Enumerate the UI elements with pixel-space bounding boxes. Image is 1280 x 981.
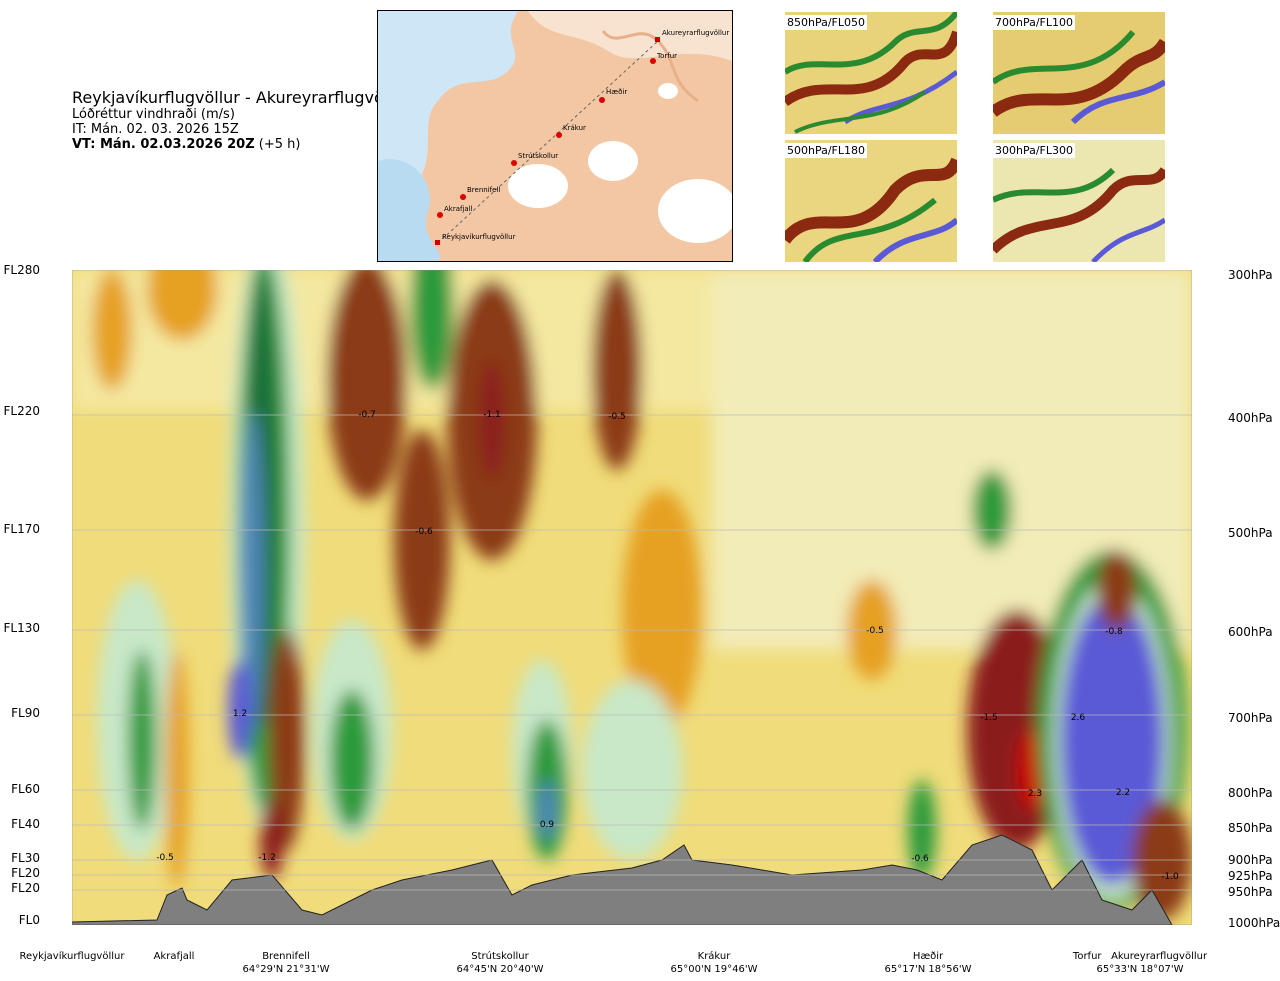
value-label: 1.2	[232, 709, 248, 719]
fl-tick: FL0	[18, 913, 40, 927]
thumbnail-700hpa[interactable]: 700hPa/FL100	[993, 12, 1165, 134]
location-label: Torfur Akureyrarflugvöllur 65°33'N 18°07'…	[1073, 950, 1207, 976]
fl-tick: FL90	[11, 706, 40, 720]
location-coord: 64°45'N 20°40'W	[456, 964, 544, 975]
value-label: -1.1	[483, 410, 501, 420]
value-label: -0.8	[1105, 627, 1123, 637]
location-name-torfur: Torfur	[1072, 951, 1102, 962]
cross-section-plot: -0.7 -1.1 -0.5 -0.6 -0.5 -0.8 1.2 -1.5 2…	[71, 269, 1193, 926]
hpa-tick: 850hPa	[1228, 821, 1273, 835]
fl-tick: FL60	[11, 782, 40, 796]
thumbnail-label: 700hPa/FL100	[993, 15, 1076, 30]
location-label: Reykjavíkurflugvöllur	[20, 950, 125, 963]
station-label: Akrafjall	[444, 205, 473, 213]
station-marker	[437, 212, 443, 218]
fl-tick: FL30	[11, 851, 40, 865]
fl-tick: FL20	[11, 866, 40, 880]
fl-tick: FL20	[11, 881, 40, 895]
hpa-tick: 500hPa	[1228, 526, 1273, 540]
location-name: Brennifell	[262, 951, 310, 962]
station-label: Torfur	[656, 52, 677, 60]
hpa-tick: 900hPa	[1228, 853, 1273, 867]
value-label: -0.5	[156, 853, 174, 863]
location-name: Krákur	[697, 951, 731, 962]
value-label: -0.5	[608, 412, 626, 422]
thumbnail-label: 500hPa/FL180	[785, 143, 868, 158]
location-name: Reykjavíkurflugvöllur	[19, 951, 125, 962]
fl-tick: FL40	[11, 817, 40, 831]
value-label: 2.3	[1027, 789, 1043, 799]
location-label: Krákur 65°00'N 19°46'W	[671, 950, 758, 976]
issue-time: IT: Mán. 02. 03. 2026 15Z	[72, 122, 239, 137]
location-name: Hæðir	[912, 951, 944, 962]
location-coord: 65°00'N 19°46'W	[670, 964, 758, 975]
location-name: Strútskollur	[471, 951, 529, 962]
map-stations: Akureyrarflugvöllur Torfur Hæðir Krákur …	[435, 29, 729, 245]
fl-tick: FL280	[3, 263, 41, 277]
station-marker	[655, 37, 660, 42]
fl-tick: FL170	[3, 522, 41, 536]
hpa-tick: 800hPa	[1228, 786, 1273, 800]
value-label: -1.0	[1161, 872, 1179, 882]
hpa-tick: 1000hPa	[1228, 916, 1280, 930]
station-label: Reykjavíkurflugvöllur	[442, 233, 516, 241]
hpa-tick: 925hPa	[1228, 869, 1273, 883]
fl-tick: FL130	[3, 621, 41, 635]
hpa-tick: 950hPa	[1228, 885, 1273, 899]
location-coord: 65°17'N 18°56'W	[884, 964, 972, 975]
location-label: Akrafjall	[154, 950, 195, 963]
hpa-tick: 400hPa	[1228, 411, 1273, 425]
chart-title: Reykjavíkurflugvöllur - Akureyrarflugvöl…	[72, 88, 410, 107]
station-marker	[650, 58, 656, 64]
value-label: 2.2	[1115, 788, 1131, 798]
station-label: Krákur	[563, 124, 586, 132]
valid-offset: (+5 h)	[258, 137, 301, 152]
route-map: Akureyrarflugvöllur Torfur Hæðir Krákur …	[377, 10, 733, 262]
location-label: Strútskollur 64°45'N 20°40'W	[457, 950, 544, 976]
station-label: Akureyrarflugvöllur	[662, 29, 729, 37]
location-name: Akrafjall	[153, 951, 195, 962]
location-coord: 65°33'N 18°07'W	[1096, 964, 1184, 975]
value-label: 0.9	[539, 820, 555, 830]
station-marker	[460, 194, 466, 200]
value-label: -0.5	[866, 626, 884, 636]
valid-time-line: VT: Mán. 02.03.2026 20Z (+5 h)	[72, 137, 409, 152]
title-block: Reykjavíkurflugvöllur - Akureyrarflugvöl…	[72, 88, 409, 152]
station-label: Hæðir	[606, 88, 627, 96]
hpa-tick: 700hPa	[1228, 711, 1273, 725]
location-label: Brennifell 64°29'N 21°31'W	[243, 950, 330, 976]
location-name: Torfur Akureyrarflugvöllur	[1073, 950, 1207, 963]
location-label: Hæðir 65°17'N 18°56'W	[885, 950, 972, 976]
location-name-akureyri: Akureyrarflugvöllur	[1111, 951, 1208, 962]
station-marker	[435, 240, 440, 245]
chart-subtitle: Lóðréttur vindhraði (m/s)	[72, 107, 235, 122]
station-marker	[556, 132, 562, 138]
value-label: -1.5	[980, 713, 998, 723]
thumbnail-500hpa[interactable]: 500hPa/FL180	[785, 140, 957, 262]
value-label: 2.6	[1070, 713, 1086, 723]
station-marker	[599, 97, 605, 103]
thumbnail-label: 850hPa/FL050	[785, 15, 868, 30]
fl-tick: FL220	[3, 404, 41, 418]
value-label: -0.7	[358, 410, 376, 420]
thumbnail-300hpa[interactable]: 300hPa/FL300	[993, 140, 1165, 262]
value-label: -0.6	[415, 527, 433, 537]
station-label: Strútskollur	[518, 152, 558, 160]
location-coord: 64°29'N 21°31'W	[242, 964, 330, 975]
value-label: -0.6	[911, 854, 929, 864]
thumbnail-label: 300hPa/FL300	[993, 143, 1076, 158]
value-label: -1.2	[258, 853, 276, 863]
hpa-tick: 300hPa	[1228, 268, 1273, 282]
hpa-tick: 600hPa	[1228, 625, 1273, 639]
thumbnail-850hpa[interactable]: 850hPa/FL050	[785, 12, 957, 134]
station-marker	[511, 160, 517, 166]
station-label: Brennifell	[467, 186, 500, 194]
valid-time: VT: Mán. 02.03.2026 20Z	[72, 137, 255, 152]
